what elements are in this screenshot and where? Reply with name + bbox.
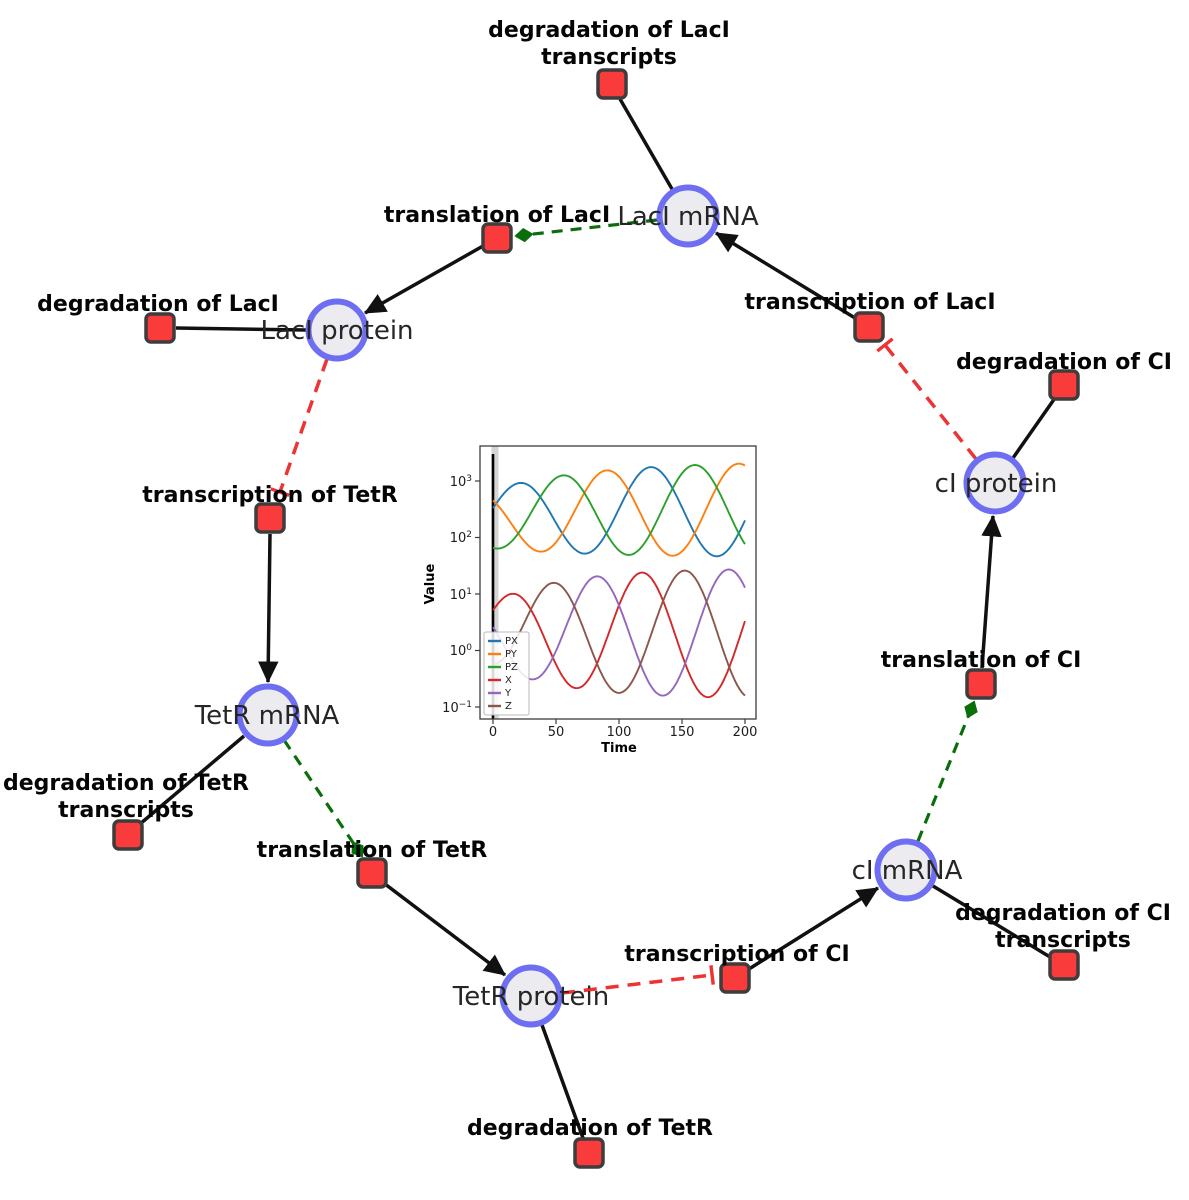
reaction-label: degradation of CI — [956, 350, 1172, 375]
modifier-edge-ci-mrna-translation-ci — [916, 700, 978, 842]
reaction-node-translation-tetr — [356, 857, 388, 889]
y-tick: 102 — [450, 530, 472, 546]
legend-label: PX — [505, 636, 518, 647]
inhibition-edge-tetr-protein-transcription-ci — [561, 965, 715, 995]
reaction-nodes — [112, 68, 1080, 1169]
edge-ci-mrna-degradation-transcripts — [932, 884, 1051, 959]
edge-tetr-mrna-degradation-transcripts — [138, 734, 246, 826]
reaction-node-deg-tetr — [573, 1137, 605, 1169]
legend-label: PY — [505, 649, 518, 660]
plot-curves — [492, 462, 746, 699]
x-tick: 50 — [548, 725, 565, 740]
x-tick: 0 — [489, 725, 497, 740]
reaction-node-deg-ci — [1048, 369, 1080, 401]
legend-label: Z — [505, 701, 512, 712]
plot-series-Y — [492, 568, 746, 697]
y-tick: 101 — [450, 587, 472, 603]
edge-transcription-laci-to-laci-mrna — [715, 231, 856, 320]
species-label: cI protein — [935, 469, 1058, 499]
y-tick: 103 — [450, 474, 472, 490]
reaction-label: transcription of TetR — [142, 483, 398, 508]
plot-spines — [479, 445, 757, 720]
reaction-node-translation-laci — [481, 222, 513, 254]
reaction-label: degradation of TetR — [3, 771, 249, 796]
reaction-node-translation-ci — [965, 668, 997, 700]
species-node-ci-mrna — [874, 838, 938, 902]
species-node-tetr-protein — [499, 964, 563, 1028]
edge-translation-laci-to-laci-protein — [364, 244, 484, 315]
edge-transcription-tetr-to-tetr-mrna — [258, 533, 279, 684]
reaction-label: transcripts — [58, 798, 194, 823]
species-label: TetR protein — [452, 982, 609, 1012]
edge-ci-protein-degradation — [1011, 396, 1057, 460]
reaction-label: transcripts — [995, 928, 1131, 953]
reaction-node-transcription-ci — [719, 962, 751, 994]
y-axis-title: Value — [423, 563, 438, 604]
legend-box — [483, 631, 530, 716]
plot-series-PX — [492, 466, 746, 558]
reaction-label: translation of LacI — [384, 203, 610, 228]
inhibition-edge-laci-protein-transcription-tetr — [270, 358, 329, 497]
species-node-tetr-mrna — [236, 683, 300, 747]
edge-laci-protein-degradation — [175, 326, 307, 332]
inset-plot: 0 50 100 150 200 Time 103 102 101 100 10… — [423, 445, 758, 756]
reaction-label: translation of TetR — [257, 838, 488, 863]
y-axis: 103 102 101 100 10−1 Value — [423, 474, 480, 716]
reaction-label: transcription of CI — [624, 942, 849, 967]
species-label: LacI mRNA — [617, 202, 758, 232]
labels: degradation of LacI transcripts translat… — [3, 18, 1172, 1141]
edges — [138, 98, 1057, 1139]
reaction-label: translation of CI — [881, 648, 1082, 673]
reaction-label: degradation of TetR — [467, 1116, 713, 1141]
reaction-label: degradation of CI — [955, 901, 1171, 926]
species-label: LacI protein — [260, 316, 413, 346]
edge-translation-tetr-to-tetr-protein — [383, 882, 507, 977]
plot-legend: PX PY PZ X Y Z — [483, 631, 530, 716]
x-axis-title: Time — [601, 741, 637, 756]
legend-label: PZ — [505, 662, 518, 673]
plot-series-Z — [492, 569, 746, 697]
edge-translation-ci-to-ci-protein — [980, 514, 1002, 669]
plot-series-PY — [492, 462, 746, 557]
reaction-node-transcription-laci — [853, 311, 885, 343]
edge-laci-mrna-degradation-transcripts — [618, 98, 674, 190]
legend-label: X — [505, 675, 512, 686]
modifier-edge-laci-mrna-translation-laci — [514, 218, 658, 243]
x-tick: 100 — [607, 725, 632, 740]
species-label: cI mRNA — [852, 856, 963, 886]
reaction-node-deg-ci-transcripts — [1048, 949, 1080, 981]
x-tick: 200 — [733, 725, 758, 740]
reaction-node-deg-laci — [144, 312, 176, 344]
species-node-laci-protein — [305, 298, 369, 362]
legend-label: Y — [504, 688, 512, 699]
reaction-label: transcripts — [541, 45, 677, 70]
initial-transient-band — [491, 446, 499, 719]
edge-tetr-protein-degradation — [540, 1024, 585, 1139]
species-node-laci-mrna — [656, 184, 720, 248]
reaction-label: degradation of LacI — [488, 18, 730, 43]
reaction-label: transcription of LacI — [744, 290, 995, 315]
reaction-node-deg-tetr-transcripts — [112, 819, 144, 851]
inhibition-edge-ci-protein-transcription-laci — [876, 337, 978, 461]
modifier-edge-tetr-mrna-translation-tetr — [282, 739, 364, 858]
y-tick: 10−1 — [442, 700, 472, 716]
species-node-ci-protein — [963, 451, 1027, 515]
x-axis: 0 50 100 150 200 Time — [489, 719, 758, 756]
reaction-label: degradation of LacI — [37, 292, 279, 317]
y-tick: 100 — [450, 643, 473, 659]
x-tick: 150 — [670, 725, 695, 740]
edge-transcription-ci-to-ci-mrna — [748, 886, 879, 971]
reaction-node-transcription-tetr — [254, 502, 286, 534]
reaction-node-deg-laci-transcripts — [596, 68, 628, 100]
species-label: TetR mRNA — [194, 701, 340, 731]
plot-series-PZ — [492, 464, 746, 556]
species-nodes — [236, 184, 1027, 1028]
